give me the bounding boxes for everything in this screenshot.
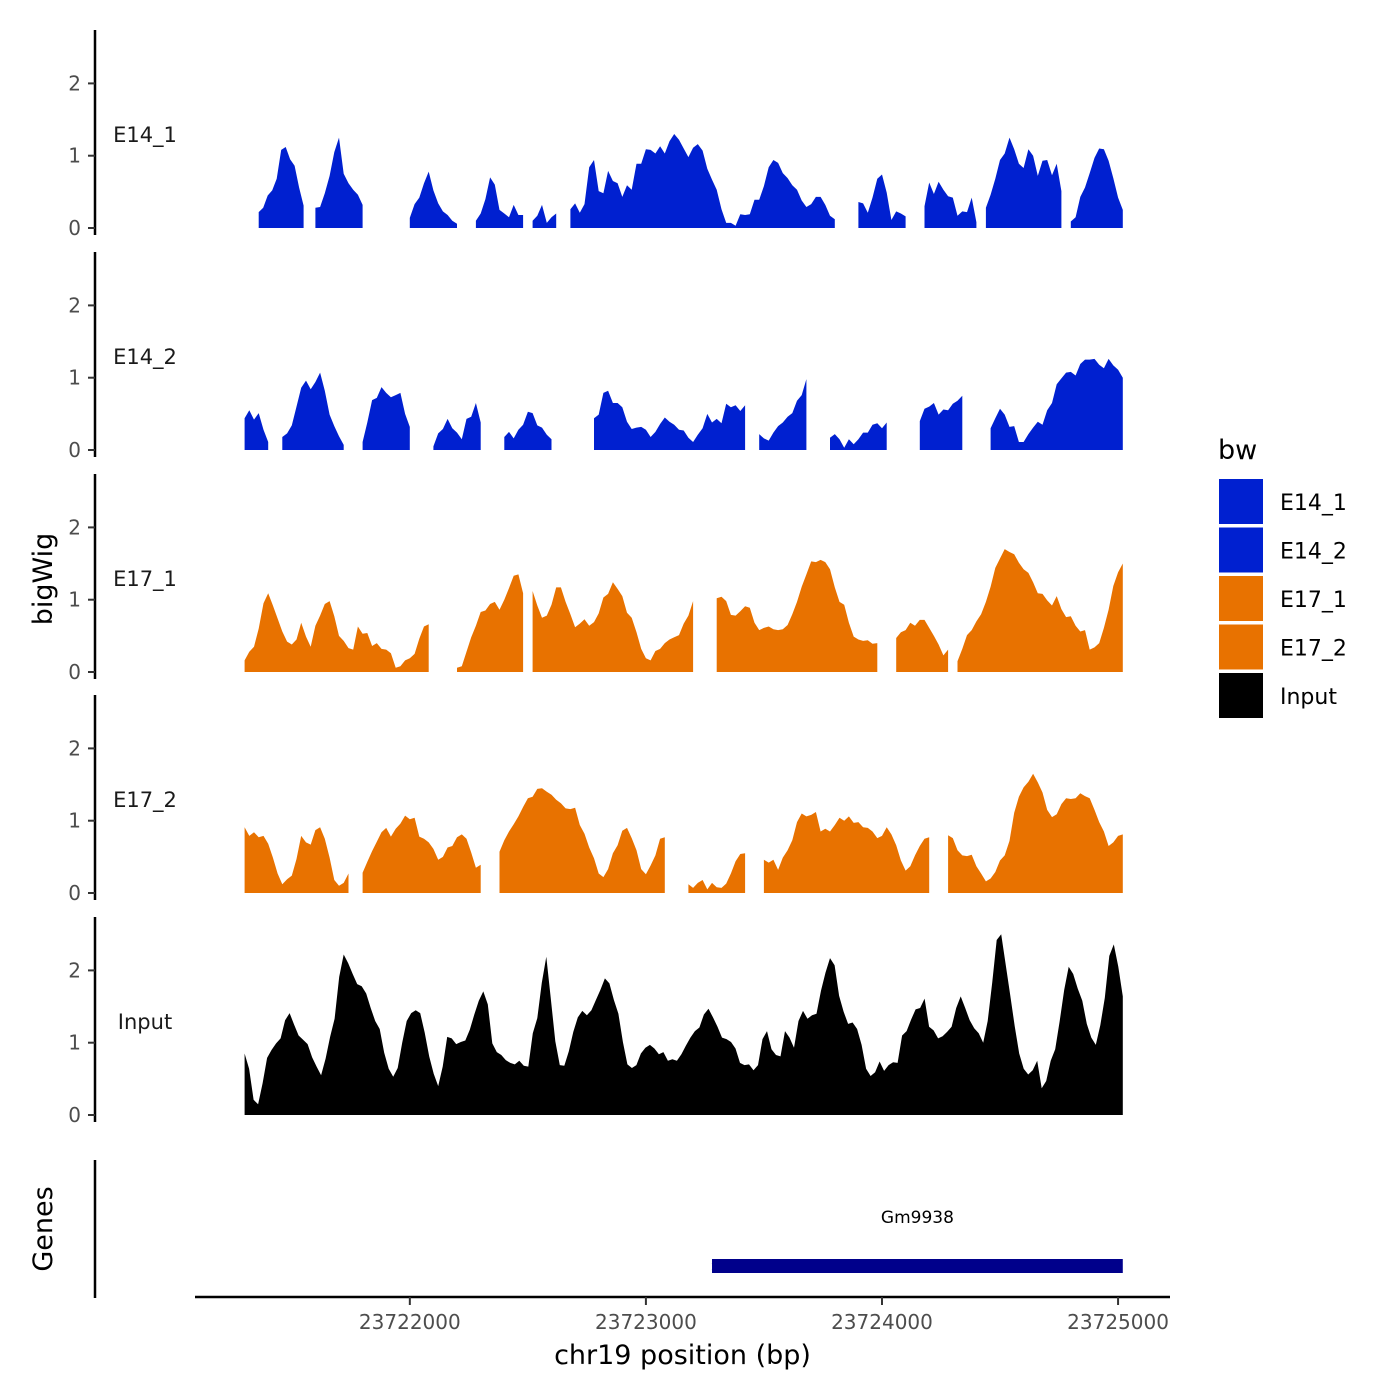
gene-label: Gm9938 (881, 1208, 954, 1228)
genes-axis-title: Genes (28, 1186, 59, 1271)
track-e17-1: 0 1 2 E17_1 (68, 474, 1123, 684)
track-label: Input (118, 1010, 172, 1034)
legend: bw E14_1 E14_2 E17_1 E17_2 Input (1218, 435, 1347, 718)
legend-swatch (1219, 527, 1263, 573)
coverage-area (475, 177, 524, 228)
coverage-area (258, 147, 304, 228)
coverage-area (409, 171, 457, 228)
coverage-area (499, 788, 665, 893)
coverage-area (362, 387, 410, 450)
legend-swatch (1219, 479, 1263, 524)
coverage-area (990, 358, 1123, 450)
coverage-area (759, 379, 807, 450)
gene-strand-arrow: × (710, 1259, 722, 1275)
legend-label: E14_1 (1280, 491, 1347, 516)
y-tick-label: 1 (68, 588, 81, 612)
legend-swatch (1219, 624, 1263, 670)
coverage-area (594, 390, 746, 450)
track-label: E17_2 (113, 788, 177, 813)
legend-swatch (1219, 673, 1263, 718)
track-e14-1: 0 1 2 E14_1 (68, 30, 1123, 240)
coverage-area (924, 181, 977, 228)
y-tick-label: 2 (68, 293, 81, 317)
x-axis: 23722000 23723000 23724000 23725000 (195, 1295, 1170, 1334)
y-tick-label: 2 (68, 71, 81, 95)
coverage-area (957, 549, 1123, 672)
y-tick-label: 1 (68, 366, 81, 390)
y-tick-label: 0 (68, 881, 81, 905)
coverage-area (244, 827, 349, 893)
x-tick-label: 23723000 (595, 1310, 697, 1334)
x-axis-title: chr19 position (bp) (554, 1340, 811, 1371)
x-tick-label: 23724000 (831, 1310, 933, 1334)
coverage-area (763, 812, 930, 893)
y-tick-label: 0 (68, 660, 81, 684)
coverage-area (504, 411, 552, 450)
track-e14-2: 0 1 2 E14_2 (68, 252, 1123, 462)
track-input: 0 1 2 Input (68, 917, 1123, 1127)
coverage-area (433, 403, 481, 450)
track-e17-2: 0 1 2 E17_2 (68, 695, 1123, 905)
coverage-area (985, 137, 1062, 228)
y-tick-label: 2 (68, 958, 81, 982)
coverage-area (1070, 148, 1123, 228)
y-tick-label: 0 (68, 216, 81, 240)
coverage-area (362, 815, 481, 893)
coverage-area (919, 395, 963, 450)
legend-title: bw (1218, 435, 1257, 466)
coverage-area (244, 593, 429, 672)
y-tick-label: 0 (68, 438, 81, 462)
legend-swatch (1219, 576, 1263, 621)
coverage-area (532, 204, 557, 228)
legend-label: E17_1 (1280, 588, 1347, 613)
x-tick-label: 23725000 (1067, 1310, 1169, 1334)
coverage-area (244, 410, 269, 450)
track-label: E14_2 (113, 345, 177, 370)
track-label: E17_1 (113, 567, 177, 592)
gene-body (712, 1259, 1123, 1273)
coverage-area (830, 422, 887, 450)
coverage-area (532, 582, 694, 672)
y-axis-title: bigWig (28, 533, 59, 626)
y-tick-label: 2 (68, 736, 81, 760)
coverage-area (858, 174, 906, 228)
y-tick-label: 2 (68, 515, 81, 539)
coverage-area (315, 137, 363, 228)
track-label: E14_1 (113, 123, 177, 148)
coverage-area (570, 134, 835, 228)
coverage-area (457, 574, 524, 672)
y-tick-label: 0 (68, 1103, 81, 1127)
y-tick-label: 1 (68, 809, 81, 833)
coverage-area (948, 773, 1123, 893)
coverage-area (896, 619, 949, 672)
y-tick-label: 1 (68, 1031, 81, 1055)
y-tick-label: 1 (68, 144, 81, 168)
legend-label: Input (1280, 685, 1337, 710)
legend-label: E14_2 (1280, 540, 1347, 565)
coverage-area (688, 853, 746, 893)
coverage-area (716, 559, 878, 672)
coverage-area (244, 934, 1123, 1115)
coverage-area (282, 372, 344, 450)
genes-track: Genes × Gm9938 (28, 1160, 1123, 1298)
x-tick-label: 23722000 (359, 1310, 461, 1334)
legend-label: E17_2 (1280, 637, 1347, 662)
